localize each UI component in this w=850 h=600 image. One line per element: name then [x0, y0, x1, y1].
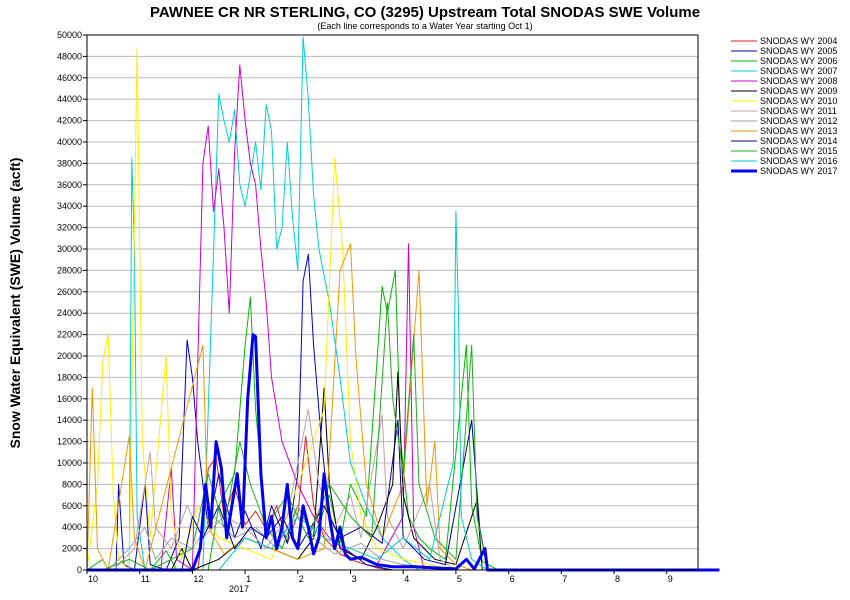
legend-label: SNODAS WY 2015	[760, 146, 837, 156]
y-tick-label: 30000	[57, 244, 82, 254]
y-tick-label: 22000	[57, 330, 82, 340]
y-tick-label: 42000	[57, 116, 82, 126]
legend-label: SNODAS WY 2014	[760, 136, 837, 146]
y-tick-label: 10000	[57, 458, 82, 468]
y-tick-label: 24000	[57, 308, 82, 318]
series-line-1	[87, 253, 720, 571]
legend-label: SNODAS WY 2007	[760, 66, 837, 76]
x-tick-label: 11	[141, 574, 150, 584]
x-tick-label: 5	[457, 574, 462, 584]
y-tick-label: 2000	[62, 544, 82, 554]
y-tick-label: 26000	[57, 287, 82, 297]
y-tick-label: 44000	[57, 94, 82, 104]
axes	[86, 34, 699, 571]
y-tick-label: 32000	[57, 223, 82, 233]
y-tick-label: 4000	[62, 522, 82, 532]
series-line-7	[87, 409, 720, 571]
legend-label: SNODAS WY 2011	[760, 106, 837, 116]
legend-label: SNODAS WY 2010	[760, 96, 837, 106]
chart-title: PAWNEE CR NR STERLING, CO (3295) Upstrea…	[150, 4, 700, 21]
grid-lines	[87, 34, 698, 571]
x-tick-labels: 10 11 12 1 2 3 4 5 6 7 8 9	[86, 570, 673, 584]
x-tick-label: 12	[193, 574, 203, 584]
series-line-11	[87, 302, 720, 571]
y-tick-label: 48000	[57, 51, 82, 61]
series-line-12	[87, 211, 720, 571]
series-line-13	[87, 333, 720, 572]
x-year-label: 2017	[229, 584, 249, 594]
y-tick-label: 14000	[57, 415, 82, 425]
plot-frame	[86, 34, 699, 571]
y-tick-label: 50000	[57, 30, 82, 40]
y-tick-label: 18000	[57, 372, 82, 382]
legend-label: SNODAS WY 2013	[760, 126, 837, 136]
x-tick-label: 7	[562, 574, 567, 584]
x-tick-label: 6	[510, 574, 515, 584]
y-tick-label: 20000	[57, 351, 82, 361]
y-tick-label: 34000	[57, 201, 82, 211]
legend-label: SNODAS WY 2004	[760, 36, 837, 46]
y-axis-label: Snow Water Equivalent (SWE) Volume (acft…	[7, 158, 23, 449]
y-tick-label: 28000	[57, 265, 82, 275]
legend-label: SNODAS WY 2005	[760, 46, 837, 56]
x-tick-label: 3	[352, 574, 357, 584]
y-tick-label: 12000	[57, 437, 82, 447]
legend-label: SNODAS WY 2016	[760, 156, 837, 166]
y-tick-label: 46000	[57, 73, 82, 83]
x-tick-label: 9	[668, 574, 673, 584]
series-line-4	[87, 64, 720, 571]
legend-label: SNODAS WY 2012	[760, 116, 837, 126]
chart-subtitle: (Each line corresponds to a Water Year s…	[317, 21, 532, 31]
legend-label: SNODAS WY 2006	[760, 56, 837, 66]
y-tick-label: 40000	[57, 137, 82, 147]
series-line-9	[86, 243, 720, 571]
x-tick-label: 1	[246, 574, 251, 584]
y-tick-label: 38000	[57, 158, 82, 168]
x-tick-label: 8	[615, 574, 620, 584]
legend-label: SNODAS WY 2017	[760, 166, 837, 176]
x-tick-label: 2	[299, 574, 304, 584]
y-tick-label: 36000	[57, 180, 82, 190]
y-tick-label: 8000	[62, 479, 82, 489]
y-tick-labels: 0 2000 4000 6000 8000 10000 12000 14000 16000 180…	[57, 30, 87, 575]
legend-label: SNODAS WY 2009	[760, 86, 837, 96]
y-tick-label: 0	[77, 565, 82, 575]
x-tick-label: 10	[88, 574, 98, 584]
series-group	[86, 36, 720, 572]
x-tick-label: 4	[404, 574, 409, 584]
legend-label: SNODAS WY 2008	[760, 76, 837, 86]
y-tick-label: 6000	[62, 501, 82, 511]
y-tick-label: 16000	[57, 394, 82, 404]
